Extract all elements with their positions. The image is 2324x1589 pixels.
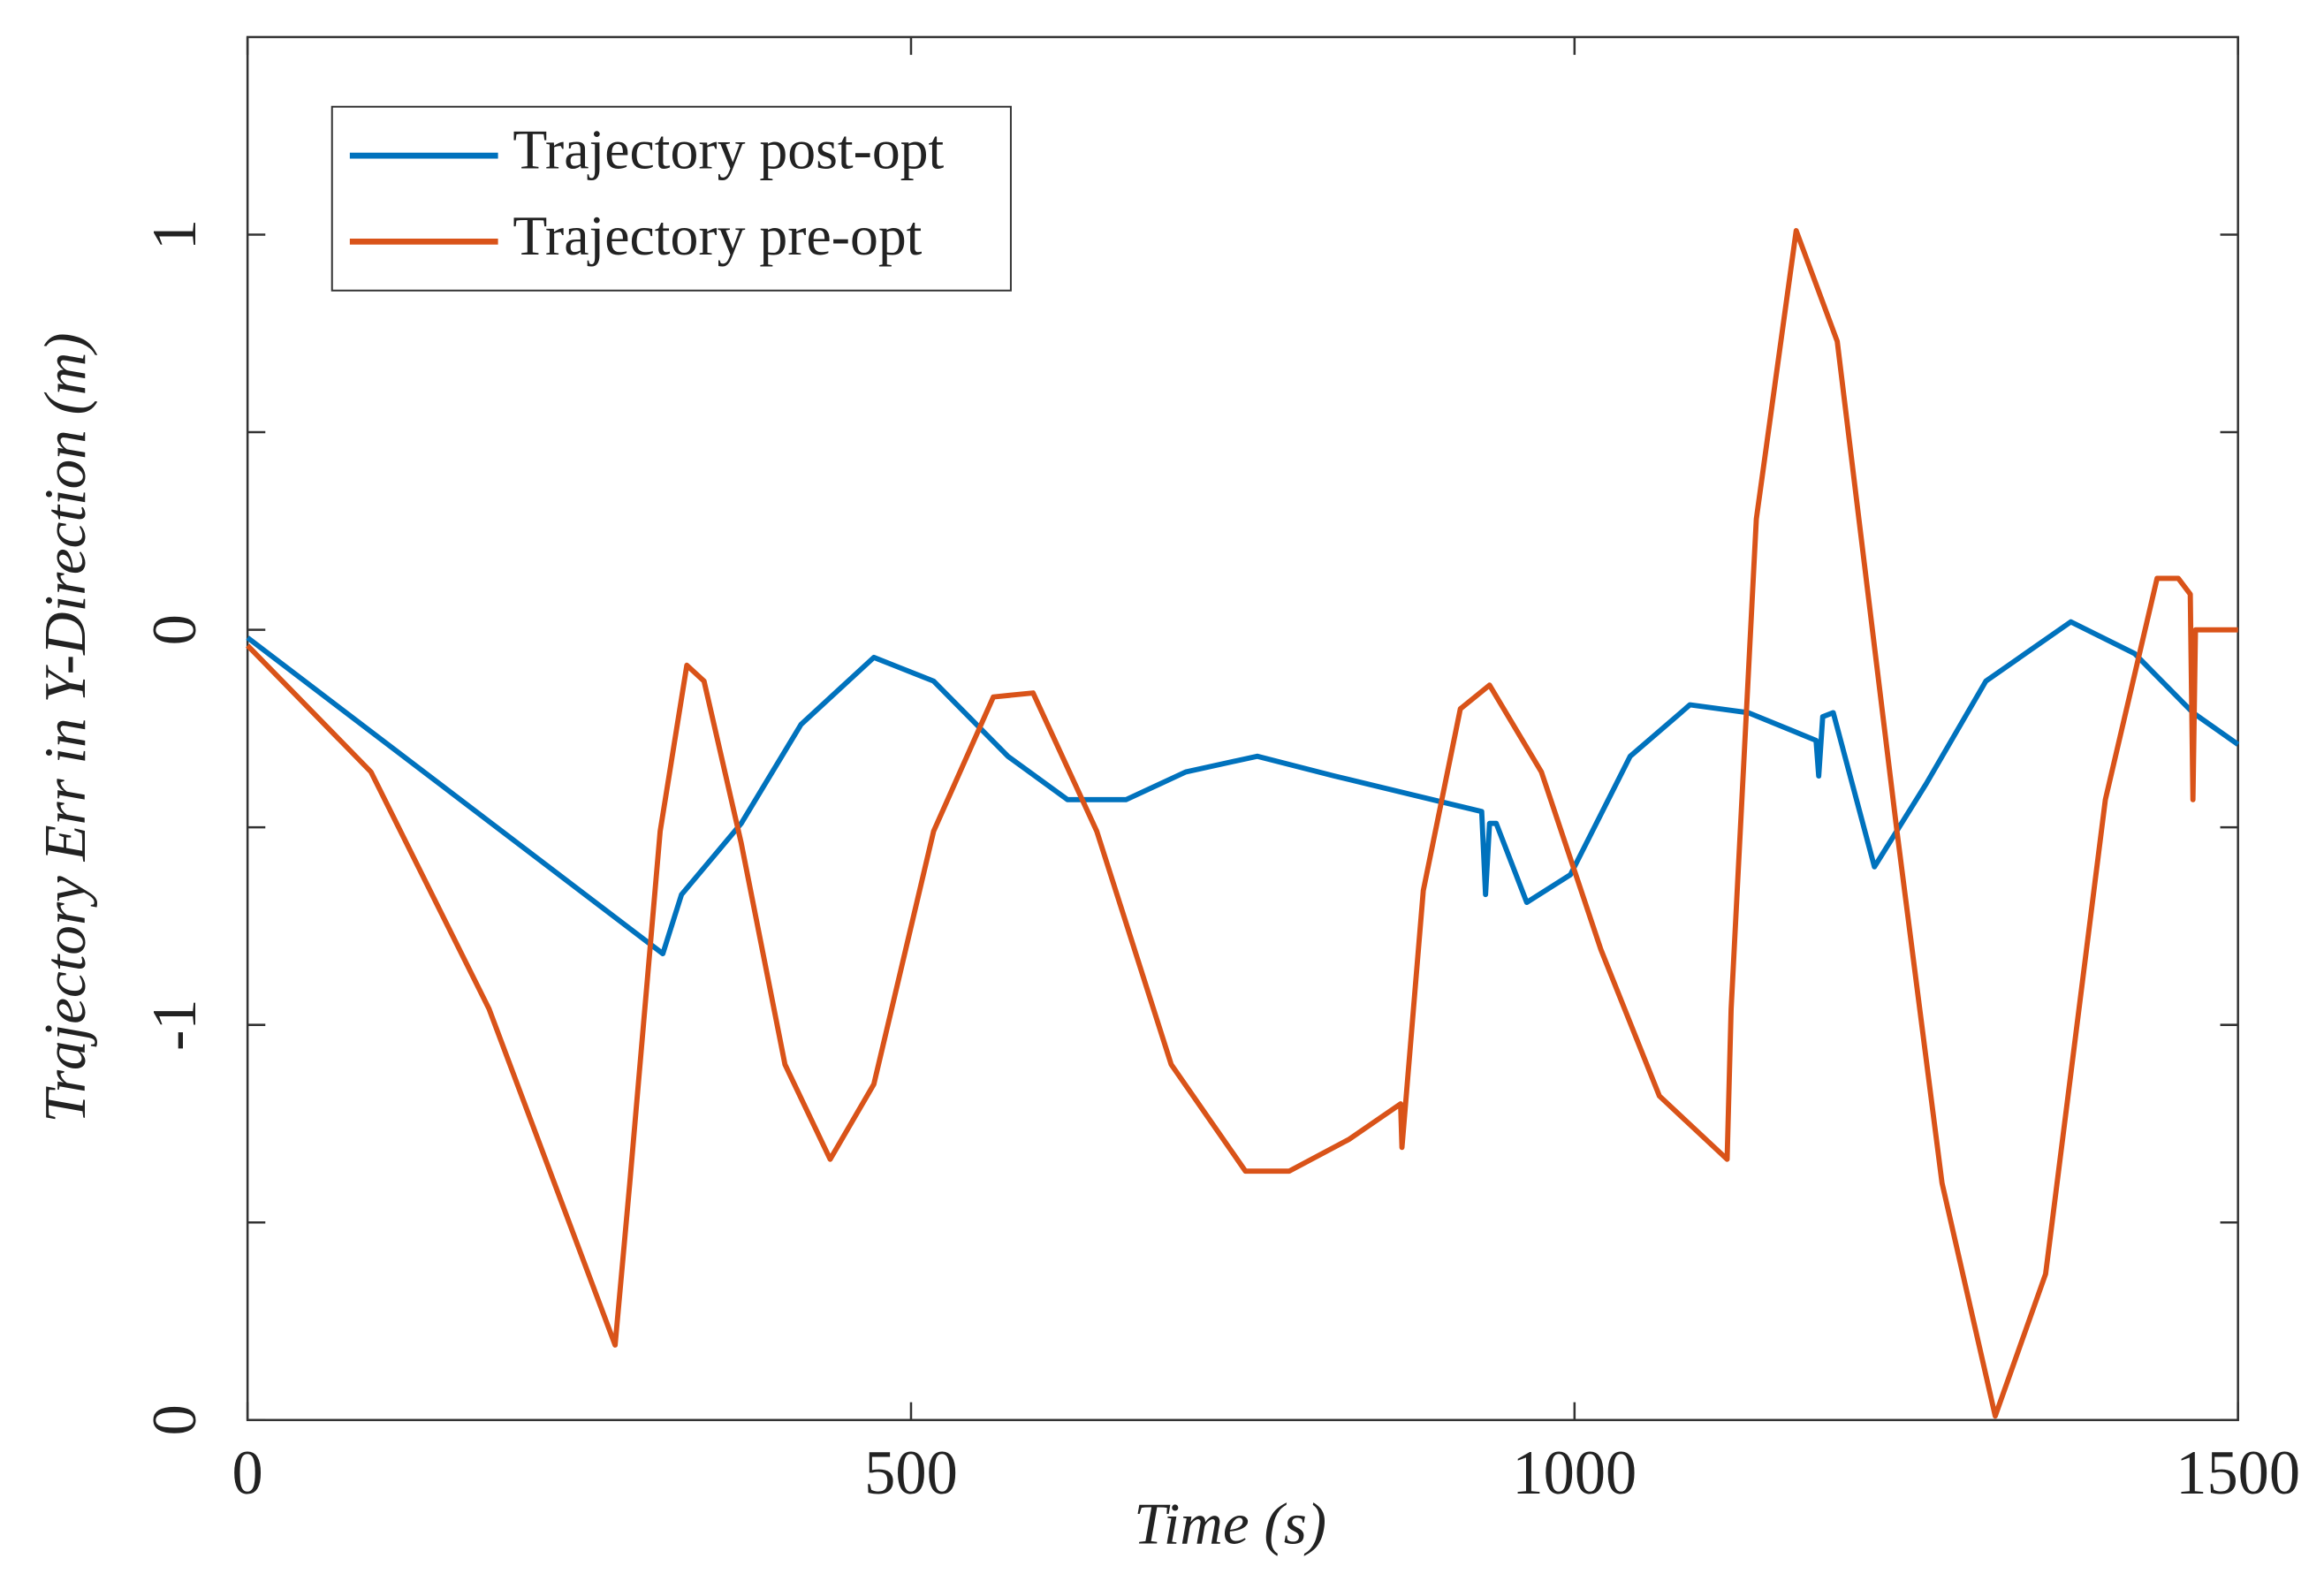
y-axis-label: Trajectory Err in Y-Direction (m) <box>32 332 98 1122</box>
x-tick-label: 1000 <box>1512 1439 1637 1508</box>
y-tick-label: -1 <box>141 999 209 1051</box>
series-line <box>246 619 2240 957</box>
x-axis-label: Time (s) <box>1134 1490 1326 1556</box>
y-tick-label: 1 <box>141 219 209 250</box>
y-tick-label: 0 <box>141 614 209 645</box>
x-tick-label: 0 <box>232 1439 263 1508</box>
legend-label: Trajectory pre-opt <box>513 204 922 267</box>
legend-label: Trajectory post-opt <box>513 118 944 181</box>
legend-box <box>330 105 1012 292</box>
x-tick-label: 1500 <box>2176 1439 2300 1508</box>
y-tick-label: 0 <box>141 1404 209 1435</box>
legend: Trajectory post-opt Trajectory pre-opt <box>330 105 1012 292</box>
x-tick-label: 500 <box>864 1439 958 1508</box>
series-line <box>246 228 2238 1419</box>
